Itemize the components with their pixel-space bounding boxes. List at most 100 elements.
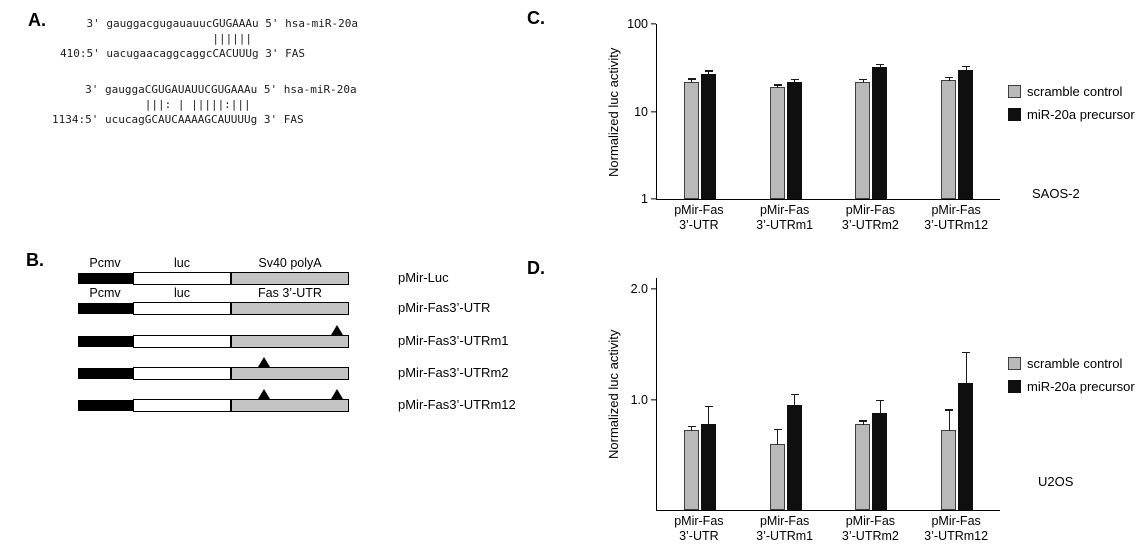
x-category-label: pMir-Fas 3’-UTRm12 xyxy=(924,203,988,233)
chart-d-y-axis-title: Normalized luc activity xyxy=(606,329,621,460)
construct-box-label: Fas 3’-UTR xyxy=(258,286,322,300)
sequence-line: 410:5' uacugaacaggcaggcCACUUUg 3' FAS xyxy=(60,47,306,60)
panel-a-label: A. xyxy=(28,10,46,30)
sequence-line: 1134:5' ucucagGCAUCAAAAGCAUUUUg 3' FAS xyxy=(52,113,304,126)
error-bar xyxy=(859,79,868,83)
mir20a-fas-alignment-site2: 3' gauggaCGUGAUAUUCGUGAAAu 5' hsa-miR-20… xyxy=(52,82,357,127)
panel-c-label: C. xyxy=(527,8,545,28)
mutation-triangle-icon xyxy=(331,325,344,335)
bar-group xyxy=(683,70,716,199)
chart-d-cell-line-label: U2OS xyxy=(1038,474,1074,489)
panel-d-label: D. xyxy=(527,258,545,278)
chart-c-legend: scramble control miR-20a precursor xyxy=(1008,84,1135,122)
mir20a-fas-alignment-site1: 3' gauggacgugauauucGUGAAAu 5' hsa-miR-20… xyxy=(60,16,358,61)
scramble-control-swatch xyxy=(1008,357,1021,370)
x-category-label-line: pMir-Fas xyxy=(931,203,981,217)
bar-scramble-control xyxy=(941,409,957,510)
promoter-box xyxy=(78,303,133,314)
error-bar xyxy=(790,79,799,82)
x-category-label: pMir-Fas 3’-UTR xyxy=(674,203,723,233)
mir20a-precursor-label: miR-20a precursor xyxy=(1027,379,1135,394)
y-tick-mark xyxy=(651,110,656,113)
construct-box-label: Sv40 polyA xyxy=(258,256,322,270)
chart-d-plot-area: 1.0 2.0 xyxy=(631,278,1000,511)
mutation-triangle-icon xyxy=(258,357,271,367)
luc-box xyxy=(133,367,231,380)
bar-scramble-control xyxy=(855,79,871,199)
bar-group xyxy=(769,394,802,510)
bar-mir20a-precursor xyxy=(872,63,888,199)
x-category-label-line: 3’-UTR xyxy=(679,529,719,543)
bar-scramble-control xyxy=(941,76,957,199)
error-bar xyxy=(876,399,885,413)
x-category-label-line: 3’-UTRm1 xyxy=(756,529,814,543)
promoter-box xyxy=(78,368,133,379)
bar-scramble-control xyxy=(769,429,785,510)
promoter-box xyxy=(78,273,133,284)
x-category-label-line: 3’-UTRm12 xyxy=(924,218,989,232)
y-tick-label: 1.0 xyxy=(630,392,648,407)
x-category-label-line: 3’-UTRm2 xyxy=(841,529,899,543)
bar-group xyxy=(769,79,802,199)
error-bar xyxy=(687,78,696,83)
bar-group xyxy=(855,63,888,199)
luc-box xyxy=(133,302,231,315)
x-category-label-line: pMir-Fas xyxy=(759,203,810,217)
error-bar xyxy=(945,76,954,81)
sequence-line: 3' gauggaCGUGAUAUUCGUGAAAu 5' hsa-miR-20… xyxy=(52,83,357,96)
bar-mir20a-precursor xyxy=(700,406,716,510)
construct-name: pMir-Fas3’-UTRm2 xyxy=(398,365,509,380)
chart-d-legend: scramble control miR-20a precursor xyxy=(1008,356,1135,394)
bar-mir20a-precursor xyxy=(872,399,888,510)
error-bar xyxy=(704,70,713,74)
error-bar xyxy=(773,84,782,89)
y-tick-label: 100 xyxy=(627,17,648,31)
x-category-label-line: 3’-UTR xyxy=(679,218,719,232)
luc-box xyxy=(133,399,231,412)
mir20a-precursor-swatch xyxy=(1008,380,1021,393)
x-category-label: pMir-Fas 3’-UTRm1 xyxy=(756,203,813,233)
bar-group xyxy=(941,66,974,199)
error-bar xyxy=(945,409,954,432)
construct-box-label: luc xyxy=(174,286,190,300)
x-category-label: pMir-Fas 3’-UTRm12 xyxy=(924,514,988,544)
bar-mir20a-precursor xyxy=(786,394,802,510)
sequence-line: |||: | |||||:||| xyxy=(52,98,251,111)
error-bar xyxy=(859,420,868,425)
luc-box xyxy=(133,272,231,285)
x-category-label-line: pMir-Fas xyxy=(931,514,981,528)
chart-c-plot-area: 1 10 100 xyxy=(627,17,1000,206)
construct-name: pMir-Fas3’-UTRm1 xyxy=(398,333,509,348)
bar-scramble-control xyxy=(683,78,699,199)
legend-item-mir20a: miR-20a precursor xyxy=(1008,379,1135,394)
sequence-line: |||||| xyxy=(60,32,253,45)
bar-mir20a-precursor xyxy=(700,70,716,199)
bar-scramble-control xyxy=(855,420,871,510)
scramble-control-label: scramble control xyxy=(1027,84,1123,99)
mutation-triangle-icon xyxy=(331,389,344,399)
x-category-label-line: 3’-UTRm2 xyxy=(841,218,899,232)
legend-item-scramble: scramble control xyxy=(1008,84,1135,99)
legend-item-mir20a: miR-20a precursor xyxy=(1008,107,1135,122)
promoter-box xyxy=(78,400,133,411)
bar-mir20a-precursor xyxy=(958,66,974,199)
legend-item-scramble: scramble control xyxy=(1008,356,1135,371)
x-category-label-line: pMir-Fas xyxy=(674,514,724,528)
mir20a-precursor-swatch xyxy=(1008,108,1021,121)
sequence-line: 3' gauggacgugauauucGUGAAAu 5' hsa-miR-20… xyxy=(60,17,359,30)
construct-box-label: Pcmv xyxy=(89,256,121,270)
y-tick-mark xyxy=(651,198,656,200)
x-category-label: pMir-Fas 3’-UTRm2 xyxy=(842,514,899,544)
y-tick-mark xyxy=(651,23,656,25)
bar-group xyxy=(855,399,888,510)
error-bar xyxy=(687,425,696,432)
bar-mir20a-precursor xyxy=(786,79,802,199)
mutation-triangle-icon xyxy=(258,389,271,399)
scramble-control-label: scramble control xyxy=(1027,356,1123,371)
utr-box xyxy=(231,367,349,380)
panel-b-label: B. xyxy=(26,250,44,270)
construct-name: pMir-Fas3’-UTRm12 xyxy=(398,397,516,412)
construct-box-label: luc xyxy=(174,256,190,270)
promoter-box xyxy=(78,336,133,347)
